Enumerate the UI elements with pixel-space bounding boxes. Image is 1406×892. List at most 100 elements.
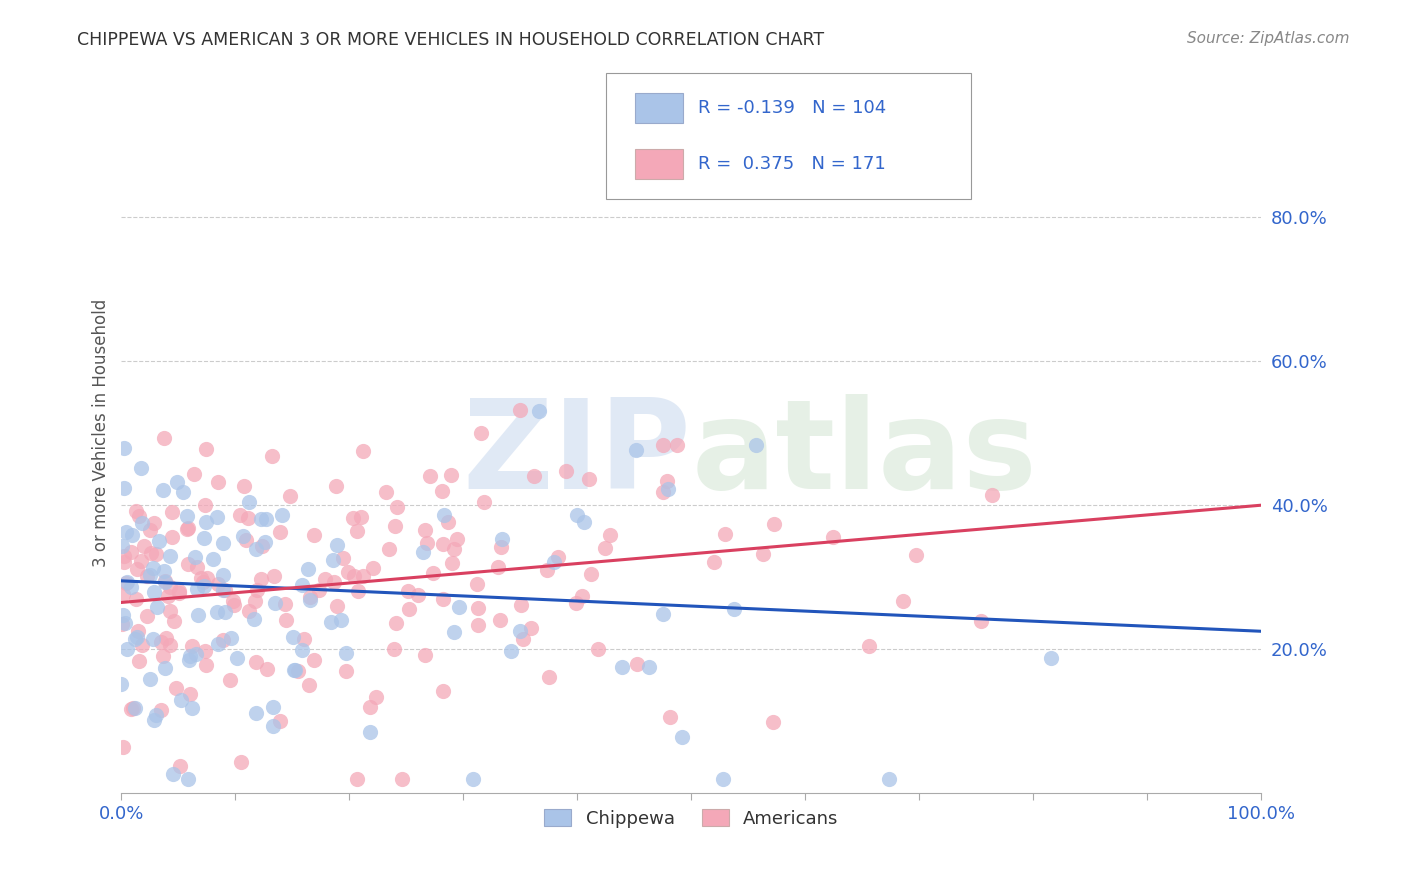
Point xyxy=(509,403,531,417)
Point xyxy=(245,706,267,720)
Point xyxy=(194,499,217,513)
Point xyxy=(181,700,204,714)
Point xyxy=(352,569,374,583)
Point xyxy=(152,649,174,664)
Point xyxy=(262,700,284,714)
Point xyxy=(136,609,159,624)
Point xyxy=(128,654,150,668)
Point xyxy=(446,532,468,546)
Point xyxy=(153,575,176,590)
Point xyxy=(326,538,349,552)
Point xyxy=(179,687,201,701)
Point xyxy=(652,484,675,499)
Point xyxy=(165,681,187,695)
Point xyxy=(378,542,401,557)
Point xyxy=(221,593,243,607)
Point xyxy=(467,601,489,615)
Point xyxy=(183,467,205,481)
Point xyxy=(543,556,565,570)
Point xyxy=(145,547,167,561)
Point xyxy=(235,533,257,548)
Point xyxy=(139,523,162,537)
Point xyxy=(501,644,523,658)
Point xyxy=(652,607,675,622)
Point xyxy=(194,657,217,672)
Point xyxy=(432,536,454,550)
Point xyxy=(472,495,495,509)
Point xyxy=(465,576,488,591)
Point xyxy=(225,650,247,665)
Point xyxy=(159,604,181,618)
Point xyxy=(398,602,420,616)
Point xyxy=(823,529,845,543)
Point xyxy=(547,550,569,565)
Point xyxy=(120,545,142,559)
Point xyxy=(186,560,208,574)
Point xyxy=(565,508,588,522)
Point xyxy=(671,730,693,744)
Point xyxy=(488,613,510,627)
Point xyxy=(160,505,183,519)
Point xyxy=(440,556,463,570)
Point xyxy=(110,676,132,690)
Point xyxy=(269,714,291,728)
Point xyxy=(751,548,773,562)
Point xyxy=(359,724,381,739)
Point xyxy=(115,575,138,590)
Point xyxy=(298,678,321,692)
Point xyxy=(145,707,167,722)
Point xyxy=(181,639,204,653)
Point xyxy=(187,607,209,622)
Point xyxy=(179,648,201,663)
Point xyxy=(124,701,146,715)
Point xyxy=(467,617,489,632)
Point xyxy=(269,524,291,539)
Point xyxy=(232,479,254,493)
Text: atlas: atlas xyxy=(692,394,1038,516)
Point xyxy=(283,664,305,678)
Point xyxy=(391,772,413,786)
Point xyxy=(169,759,191,773)
Point xyxy=(193,574,215,589)
Point xyxy=(193,531,215,545)
Point xyxy=(114,481,136,495)
Point xyxy=(538,670,561,684)
Point xyxy=(127,624,149,639)
Point xyxy=(745,437,768,451)
Point xyxy=(714,527,737,541)
Point xyxy=(335,664,357,678)
Point xyxy=(229,755,252,769)
Point xyxy=(361,561,384,575)
Point xyxy=(148,534,170,549)
Point xyxy=(382,642,405,657)
Point xyxy=(159,638,181,652)
Point xyxy=(571,589,593,603)
Point xyxy=(153,661,176,675)
Point xyxy=(170,693,193,707)
Point xyxy=(292,632,315,647)
Point xyxy=(1040,651,1063,665)
Point xyxy=(159,581,181,595)
Point xyxy=(335,646,357,660)
Point xyxy=(375,485,398,500)
Point xyxy=(565,596,588,610)
Point xyxy=(298,593,321,607)
Point xyxy=(129,461,152,475)
Text: R =  0.375   N = 171: R = 0.375 N = 171 xyxy=(699,155,886,173)
Point xyxy=(120,702,142,716)
Point xyxy=(291,642,314,657)
Point xyxy=(304,652,326,666)
Text: CHIPPEWA VS AMERICAN 3 OR MORE VEHICLES IN HOUSEHOLD CORRELATION CHART: CHIPPEWA VS AMERICAN 3 OR MORE VEHICLES … xyxy=(77,31,824,49)
Point xyxy=(893,594,915,608)
Point xyxy=(245,655,267,669)
Point xyxy=(111,739,134,754)
FancyBboxPatch shape xyxy=(636,93,683,123)
Point xyxy=(329,613,352,627)
Point xyxy=(136,569,159,583)
Point xyxy=(249,572,271,586)
Point xyxy=(489,540,512,554)
Point xyxy=(408,588,430,602)
Point xyxy=(207,475,229,489)
Point xyxy=(723,602,745,616)
Point xyxy=(246,582,269,597)
